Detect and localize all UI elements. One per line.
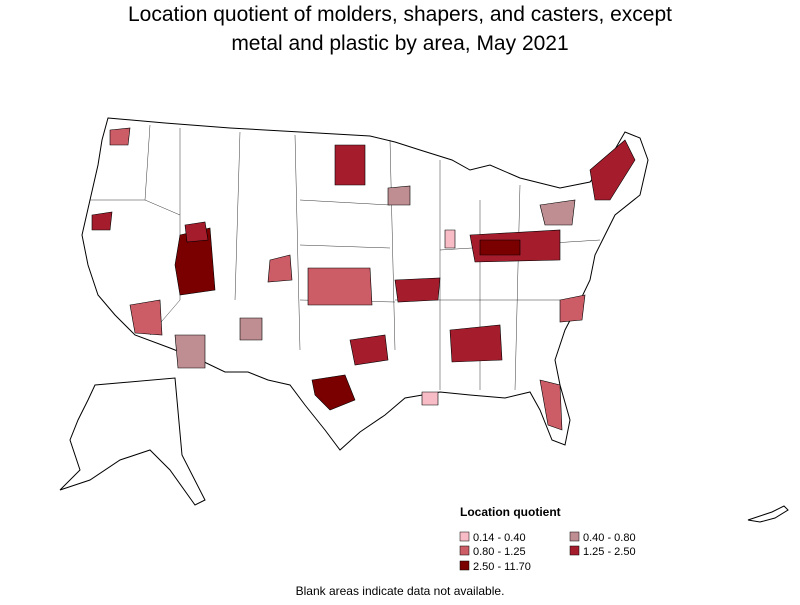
map-title: Location quotient of molders, shapers, a… (128, 3, 672, 26)
area-shade (449, 324, 503, 363)
map-title: metal and plastic by area, May 2021 (231, 32, 568, 55)
area-shade (421, 391, 439, 406)
area-shade (479, 239, 521, 256)
area-shade (539, 199, 576, 226)
legend-swatch (569, 531, 580, 542)
area-shade (394, 277, 441, 303)
alaska (59, 377, 206, 506)
area-shade (184, 221, 209, 243)
area-shade (239, 317, 263, 341)
legend-label: 1.25 - 2.50 (583, 546, 636, 558)
legend-label: 0.80 - 1.25 (473, 546, 526, 558)
area-shade (539, 379, 563, 431)
legend-swatch (459, 545, 470, 556)
area-shade (559, 294, 586, 323)
area-shade (444, 229, 456, 249)
area-shade (267, 254, 293, 283)
area-shade (589, 139, 636, 201)
legend-label: 0.14 - 0.40 (473, 532, 526, 544)
area-layer (91, 127, 636, 431)
legend-label: 0.40 - 0.80 (583, 532, 636, 544)
hawaii (747, 505, 789, 523)
legend-title: Location quotient (460, 505, 561, 519)
legend: 0.14 - 0.40 0.40 - 0.80 0.80 - 1.25 1.25 - … (459, 531, 636, 573)
area-shade (334, 144, 366, 186)
area-shade (349, 334, 389, 366)
legend-swatch (459, 531, 470, 542)
area-shade (307, 267, 373, 306)
legend-label: 2.50 - 11.70 (473, 561, 531, 573)
area-shade (174, 334, 206, 369)
legend-swatch (459, 560, 470, 571)
area-shade (387, 185, 411, 206)
footnote: Blank areas indicate data not available. (296, 584, 505, 598)
area-shade (109, 127, 131, 146)
area-shade (91, 211, 113, 231)
area-shade (311, 374, 356, 411)
legend-swatch (569, 545, 580, 556)
area-shade (129, 299, 163, 336)
